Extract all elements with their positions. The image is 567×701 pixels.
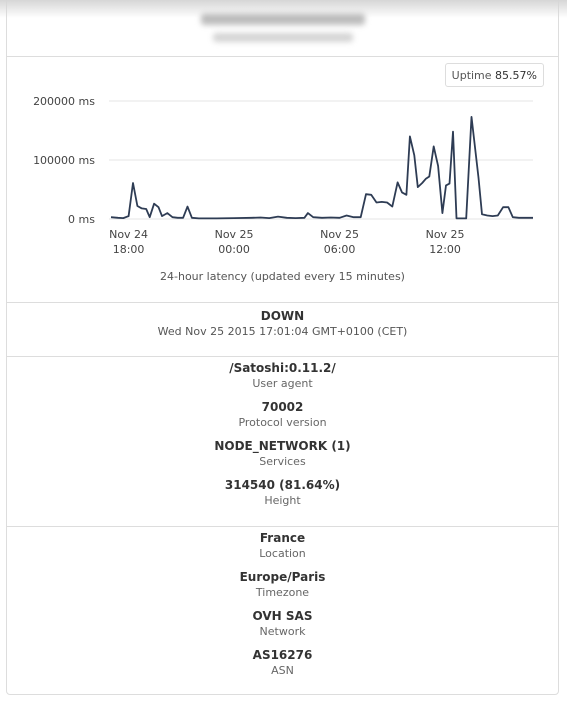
x-tick-label: 00:00: [218, 243, 250, 256]
x-tick-label: Nov 24: [109, 228, 148, 241]
node-info-value: /Satoshi:0.11.2/: [229, 361, 336, 375]
node-info-value: 314540 (81.64%): [224, 478, 341, 492]
status-section: DOWN Wed Nov 25 2015 17:01:04 GMT+0100 (…: [7, 303, 558, 357]
y-tick-label: 100000 ms: [33, 154, 95, 167]
geo-info-list: France Location Europe/Paris Timezone OVH SA…: [7, 527, 558, 678]
uptime-value: 85.57%: [495, 69, 537, 82]
geo-info-label: Network: [259, 625, 306, 638]
geo-info-value: Europe/Paris: [239, 570, 326, 584]
node-info-field: NODE_NETWORK (1) Services: [7, 438, 558, 469]
redacted-node-hostname: [212, 33, 353, 42]
status-timestamp: Wed Nov 25 2015 17:01:04 GMT+0100 (CET): [157, 325, 408, 338]
geo-info-field: France Location: [7, 530, 558, 561]
node-info-label: Protocol version: [238, 416, 327, 429]
geo-info-label: ASN: [271, 664, 294, 677]
y-tick-label: 200000 ms: [33, 95, 95, 108]
geo-info-value: OVH SAS: [252, 609, 313, 623]
latency-chart-section: 0 ms 100000 ms 200000 ms Nov 24 18:00 Nov 25…: [7, 57, 558, 303]
status-value: DOWN: [260, 309, 305, 323]
x-tick-label: 12:00: [429, 243, 461, 256]
geo-info-field: Europe/Paris Timezone: [7, 569, 558, 600]
geo-info-section: France Location Europe/Paris Timezone OVH SA…: [7, 527, 558, 696]
chart-x-axis: Nov 24 18:00 Nov 25 00:00 Nov 25 06:00 Nov 25 1…: [109, 228, 464, 256]
latency-chart: 0 ms 100000 ms 200000 ms Nov 24 18:00 Nov 25…: [33, 95, 533, 256]
node-info-label: User agent: [252, 377, 313, 390]
chart-caption: 24-hour latency (updated every 15 minute…: [160, 270, 405, 283]
uptime-badge: Uptime 85.57%: [444, 63, 544, 87]
node-info-list: /Satoshi:0.11.2/User agent 70002 Protocol …: [7, 357, 558, 508]
geo-info-field: OVH SAS Network: [7, 608, 558, 639]
node-info-value: NODE_NETWORK (1): [214, 439, 351, 453]
node-card: 0 ms 100000 ms 200000 ms Nov 24 18:00 Nov 25…: [6, 0, 559, 695]
geo-info-label: Timezone: [255, 586, 310, 599]
chart-y-axis: 0 ms 100000 ms 200000 ms: [33, 95, 95, 226]
node-info-value: 70002: [261, 400, 304, 414]
x-tick-label: Nov 25: [320, 228, 359, 241]
latency-series-line: [110, 116, 533, 220]
top-shadow: [0, 0, 567, 18]
x-tick-label: 06:00: [324, 243, 356, 256]
geo-info-label: Location: [259, 547, 306, 560]
geo-info-value: France: [259, 531, 306, 545]
node-info-label: Services: [259, 455, 306, 468]
geo-info-field: AS16276 ASN: [7, 647, 558, 678]
y-tick-label: 0 ms: [68, 213, 95, 226]
x-tick-label: Nov 25: [426, 228, 465, 241]
x-tick-label: Nov 25: [215, 228, 254, 241]
node-info-field: 314540 (81.64%) Height: [7, 477, 558, 508]
node-info-section: /Satoshi:0.11.2/User agent 70002 Protocol …: [7, 357, 558, 527]
geo-info-value: AS16276: [252, 648, 313, 662]
node-info-label: Height: [264, 494, 301, 507]
node-info-field: 70002 Protocol version: [7, 399, 558, 430]
node-info-field: /Satoshi:0.11.2/User agent: [7, 360, 558, 391]
uptime-label: Uptime: [451, 69, 492, 82]
x-tick-label: 18:00: [113, 243, 145, 256]
